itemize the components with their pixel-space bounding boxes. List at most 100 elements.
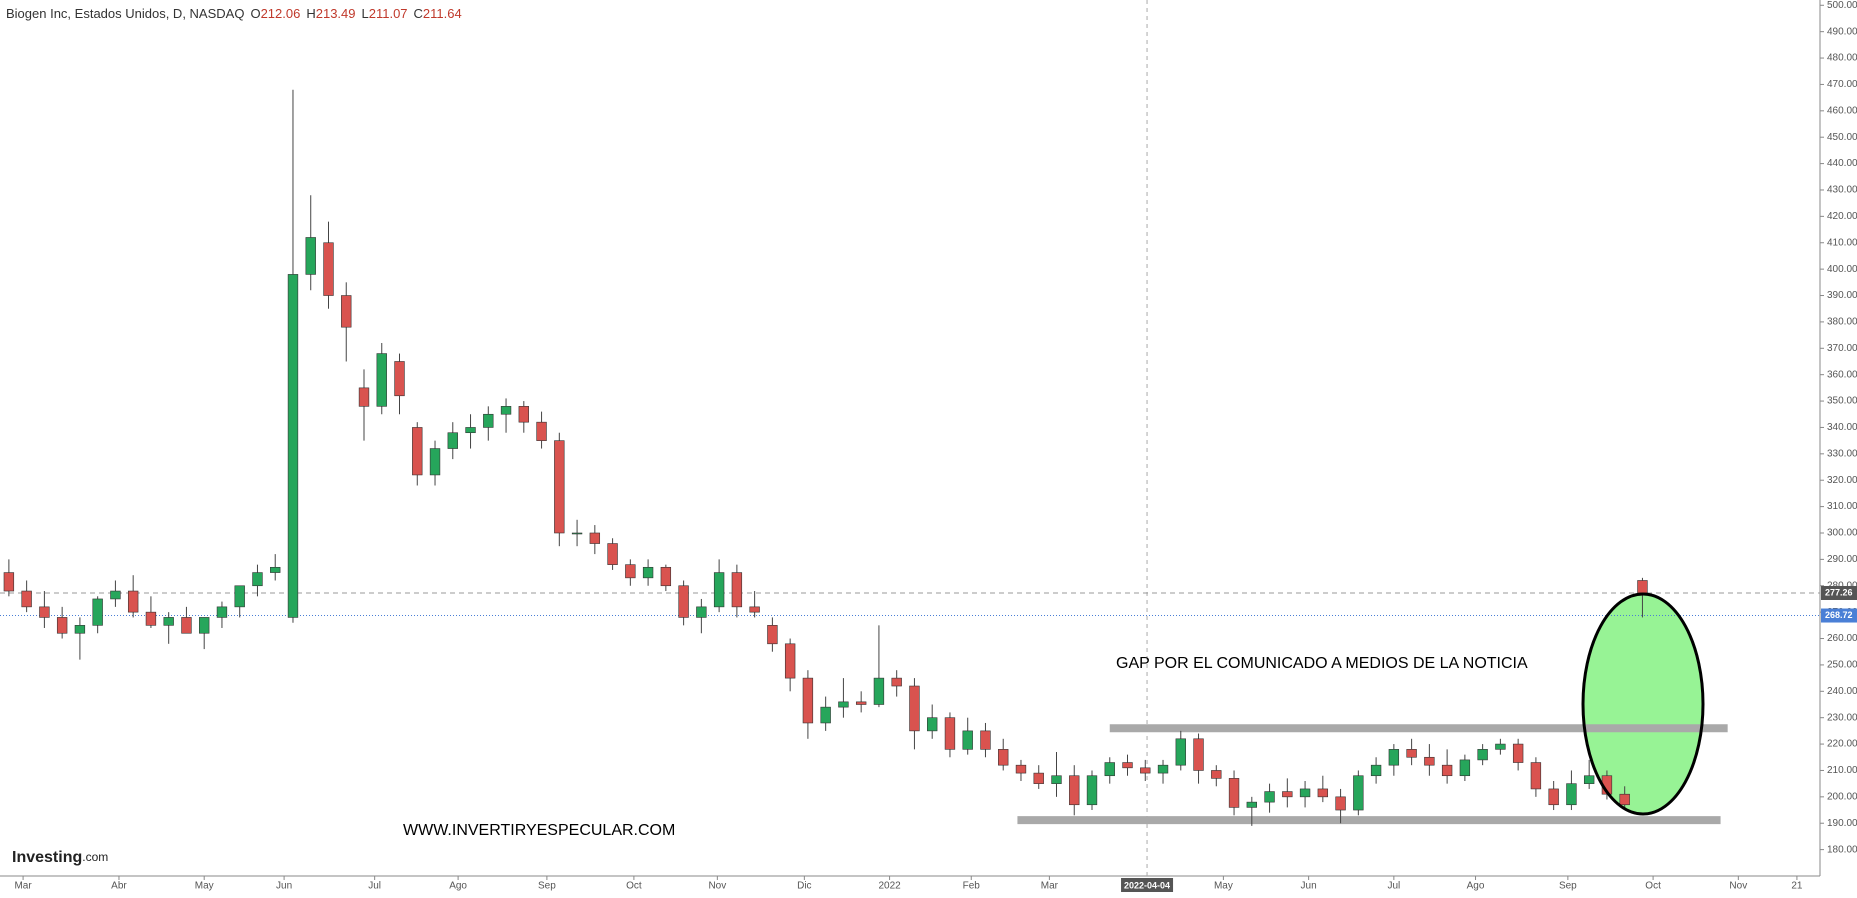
- x-tick-label: Nov: [708, 881, 726, 892]
- candle-body: [927, 717, 938, 732]
- candle-body: [1140, 767, 1151, 774]
- candle-body: [1370, 764, 1382, 777]
- ohlc-value: 213.49: [315, 6, 356, 21]
- candle-body: [607, 543, 618, 565]
- candle-body: [92, 598, 103, 626]
- y-tick-label: 260.00: [1827, 633, 1857, 644]
- y-tick-label: 500.00: [1827, 0, 1857, 11]
- candle-body: [287, 274, 299, 618]
- x-tick-label: Mar: [1041, 881, 1059, 892]
- candle-body: [1104, 762, 1115, 777]
- x-tick-label: Ago: [449, 881, 467, 892]
- candle-body: [625, 564, 636, 579]
- y-tick-label: 460.00: [1827, 105, 1857, 116]
- price-label: 268.72: [1825, 610, 1853, 620]
- candle-body: [483, 413, 494, 428]
- candle-body: [1157, 764, 1169, 774]
- y-tick-label: 390.00: [1827, 290, 1857, 301]
- candle-body: [429, 448, 441, 476]
- y-tick-label: 310.00: [1827, 501, 1857, 512]
- ohlc-key: C: [413, 6, 423, 21]
- y-tick-label: 180.00: [1827, 844, 1857, 855]
- candle-body: [820, 706, 831, 724]
- y-tick-label: 410.00: [1827, 237, 1857, 248]
- ohlc-value: 211.07: [368, 6, 408, 21]
- x-tick-label: Jun: [276, 881, 292, 892]
- y-tick-label: 430.00: [1827, 185, 1857, 196]
- candle-body: [1122, 762, 1133, 769]
- candle-body: [571, 532, 583, 535]
- candle-body: [1299, 788, 1311, 798]
- candle-body: [39, 606, 50, 618]
- x-tick-label: Jun: [1301, 881, 1317, 892]
- candle-body: [1406, 749, 1417, 758]
- logo-suffix: .com: [82, 850, 108, 864]
- y-tick-label: 360.00: [1827, 369, 1857, 380]
- candle-body: [252, 572, 263, 587]
- x-tick-label: 21: [1791, 881, 1803, 892]
- candle-body: [447, 432, 458, 449]
- x-tick-label: 2022: [878, 881, 901, 892]
- candle-body: [358, 387, 370, 407]
- candle-body: [749, 606, 760, 613]
- y-tick-label: 420.00: [1827, 211, 1857, 222]
- y-tick-label: 230.00: [1827, 712, 1857, 723]
- candle-body: [962, 730, 973, 750]
- crosshair-label: 2022-04-04: [1124, 880, 1170, 890]
- y-tick-label: 470.00: [1827, 79, 1857, 90]
- annotation: WWW.INVERTIRYESPECULAR.COM: [403, 822, 675, 839]
- x-tick-label: Nov: [1729, 881, 1747, 892]
- candle-body: [642, 566, 654, 579]
- candle-body: [713, 572, 725, 608]
- x-tick-label: Jul: [1387, 881, 1400, 892]
- y-tick-label: 350.00: [1827, 396, 1857, 407]
- candle-body: [731, 572, 743, 608]
- candle-body: [980, 730, 991, 750]
- y-tick-label: 400.00: [1827, 264, 1857, 275]
- candle-body: [1015, 764, 1027, 774]
- candle-body: [678, 585, 689, 618]
- candle-body: [465, 427, 476, 434]
- x-tick-label: Oct: [1645, 881, 1661, 892]
- y-tick-label: 190.00: [1827, 818, 1857, 829]
- x-tick-label: Abr: [111, 881, 127, 892]
- candle-body: [767, 625, 778, 645]
- y-tick-label: 290.00: [1827, 554, 1857, 565]
- candle-body: [1033, 772, 1044, 784]
- y-tick-label: 300.00: [1827, 528, 1857, 539]
- x-tick-label: Ago: [1467, 881, 1485, 892]
- candle-body: [500, 406, 512, 415]
- candle-body: [998, 749, 1009, 766]
- candle-body: [270, 566, 281, 573]
- candle-body: [1441, 764, 1453, 777]
- candle-body: [554, 440, 565, 534]
- highlight-fill: [1583, 594, 1703, 814]
- y-tick-label: 210.00: [1827, 765, 1857, 776]
- x-tick-label: May: [195, 881, 214, 892]
- ohlc: O212.06 H213.49 L211.07 C211.64: [244, 6, 461, 21]
- candle-body: [56, 617, 68, 634]
- y-tick-label: 200.00: [1827, 791, 1857, 802]
- ohlc-key: H: [306, 6, 316, 21]
- candle-body: [696, 606, 707, 618]
- x-tick-label: Sep: [1559, 881, 1577, 892]
- candle-body: [341, 295, 352, 328]
- price-box: [1821, 585, 1857, 600]
- candle-body: [1566, 783, 1577, 806]
- candle-body: [216, 606, 228, 618]
- y-tick-label: 490.00: [1827, 26, 1857, 37]
- candle-body: [1211, 770, 1222, 779]
- candle-body: [163, 617, 174, 626]
- candle-body: [1459, 759, 1471, 777]
- candle-body: [394, 361, 405, 397]
- y-tick-label: 330.00: [1827, 448, 1857, 459]
- y-tick-label: 480.00: [1827, 53, 1857, 64]
- candle-body: [518, 406, 529, 423]
- candle-body: [1583, 775, 1595, 784]
- candle-body: [1051, 775, 1062, 784]
- candle-body: [536, 421, 547, 441]
- candle-body: [145, 611, 157, 626]
- candle-body: [412, 427, 423, 476]
- x-tick-label: Oct: [626, 881, 642, 892]
- candle-body: [1512, 743, 1524, 763]
